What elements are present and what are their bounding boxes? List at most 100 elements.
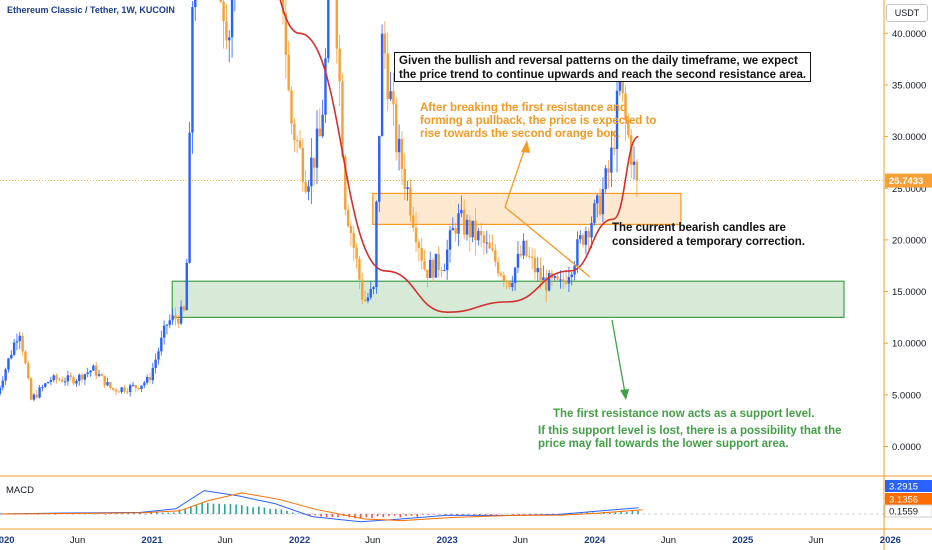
- macd-histogram-bar: [524, 514, 526, 515]
- macd-histogram-bar: [240, 505, 243, 514]
- candle-up: [406, 187, 409, 190]
- candle-up: [191, 7, 194, 133]
- candle-up: [547, 273, 551, 291]
- macd-histogram-bar: [625, 512, 628, 514]
- candle-up: [52, 375, 55, 381]
- macd-histogram-bar: [291, 512, 294, 514]
- candle-up: [194, 0, 197, 8]
- candle-up: [372, 287, 375, 290]
- candle-up: [230, 0, 234, 38]
- candle-up: [188, 132, 191, 263]
- macd-value-label: 0.1559: [889, 507, 918, 518]
- candle-up: [66, 375, 70, 382]
- macd-histogram-bar: [608, 512, 611, 514]
- y-tick-label: 5.0000: [892, 390, 921, 401]
- candle-down: [174, 315, 177, 319]
- macd-histogram-bar: [99, 513, 102, 515]
- candle-down: [225, 21, 228, 41]
- macd-histogram-bar: [320, 514, 322, 517]
- candle-down: [505, 280, 508, 282]
- annotation-line: considered a temporary correction.: [612, 236, 806, 248]
- macd-histogram-bar: [376, 514, 379, 517]
- trend-curve: [279, 0, 639, 314]
- candle-down: [69, 375, 72, 378]
- candle-down: [502, 275, 506, 281]
- candle-up: [579, 235, 582, 240]
- macd-histogram-bar: [223, 504, 226, 514]
- macd-histogram-bar: [37, 514, 39, 515]
- macd-histogram-bar: [473, 514, 475, 516]
- candle-down: [482, 235, 486, 244]
- candle-up: [7, 358, 10, 370]
- macd-histogram-bar: [450, 514, 453, 515]
- macd-histogram-bar: [580, 512, 583, 514]
- macd-histogram-bar: [393, 514, 396, 516]
- annotation-line: Given the bullish and reversal patterns …: [399, 55, 798, 67]
- candle-down: [412, 215, 415, 228]
- candle-down: [479, 230, 483, 236]
- macd-histogram-bar: [620, 511, 622, 514]
- candle-down: [440, 269, 443, 271]
- macd-histogram-bar: [178, 509, 181, 514]
- candle-down: [103, 375, 106, 386]
- macd-histogram-bar: [308, 514, 311, 516]
- candle-up: [171, 315, 174, 321]
- macd-histogram-bar: [637, 510, 639, 514]
- macd-histogram-bar: [382, 514, 385, 518]
- macd-histogram-bar: [495, 514, 498, 515]
- candle-down: [114, 389, 118, 392]
- macd-histogram-bar: [405, 514, 407, 516]
- candle-down: [123, 387, 126, 392]
- candle-down: [361, 279, 364, 300]
- macd-histogram-bar: [507, 513, 509, 515]
- candle-up: [397, 138, 401, 153]
- macd-histogram-bar: [263, 507, 266, 514]
- annotation-black-box: Given the bullish and reversal patterns …: [394, 52, 811, 82]
- candle-down: [431, 259, 435, 278]
- macd-histogram-bar: [173, 512, 175, 514]
- y-tick-label: 30.0000: [892, 132, 926, 143]
- macd-label: MACD: [6, 485, 34, 496]
- macd-histogram-bar: [207, 503, 209, 514]
- macd-histogram-bar: [461, 514, 464, 516]
- chart-title: Ethereum Classic / Tether, 1W, KUCOIN: [7, 5, 175, 15]
- candle-down: [21, 335, 24, 352]
- macd-histogram-bar: [541, 514, 543, 515]
- candle-up: [576, 239, 579, 266]
- macd-histogram-bar: [631, 510, 634, 514]
- candle-up: [380, 33, 384, 136]
- candle-down: [177, 318, 180, 324]
- macd-histogram-bar: [229, 503, 232, 514]
- candle-down: [400, 138, 404, 169]
- candle-down: [27, 363, 30, 379]
- candle-up: [457, 213, 460, 234]
- candle-down: [295, 140, 299, 142]
- macd-histogram-bar: [354, 514, 356, 519]
- macd-histogram-bar: [212, 503, 215, 514]
- candle-up: [1, 380, 4, 388]
- candle-up: [307, 186, 310, 192]
- macd-histogram-bar: [597, 513, 600, 515]
- candle-down: [488, 242, 491, 249]
- candle-down: [290, 90, 293, 124]
- candle-up: [327, 0, 330, 59]
- annotation-line: If this support level is lost, there is …: [538, 425, 842, 437]
- macd-histogram-bar: [246, 506, 249, 514]
- candle-up: [451, 228, 455, 231]
- macd-histogram-bar: [388, 514, 390, 516]
- candle-up: [536, 267, 539, 273]
- candle-up: [78, 374, 81, 381]
- candle-up: [429, 259, 432, 278]
- candle-up: [179, 306, 183, 324]
- candle-down: [612, 147, 616, 150]
- macd-histogram-bar: [133, 512, 136, 514]
- candle-down: [312, 157, 316, 168]
- y-tick-label: 20.0000: [892, 235, 926, 246]
- candle-up: [228, 37, 231, 41]
- candle-up: [15, 341, 19, 343]
- currency-button[interactable]: USDT: [886, 4, 928, 22]
- candle-down: [607, 168, 610, 173]
- macd-histogram-bar: [433, 514, 436, 515]
- x-tick-label: 2024: [584, 535, 606, 546]
- candle-up: [378, 135, 381, 202]
